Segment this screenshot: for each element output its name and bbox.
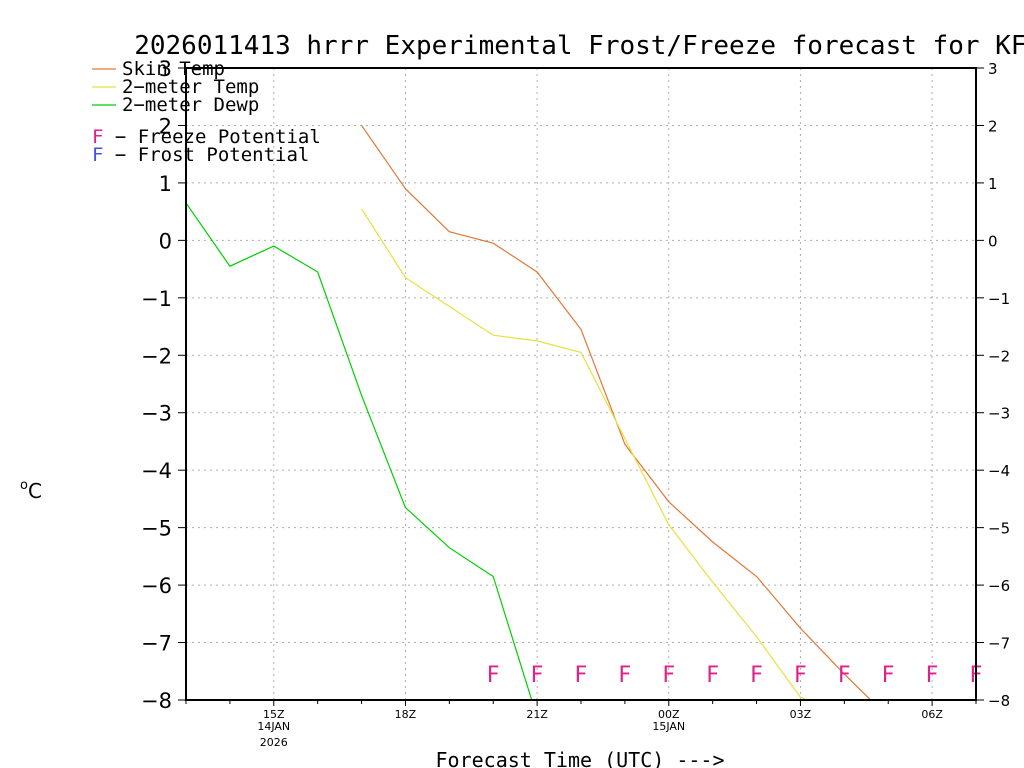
y-tick-label-right: −2 [988, 347, 1010, 365]
legend-letter-label: − Freeze Potential [103, 126, 320, 148]
freeze-marker: F [882, 663, 895, 688]
legend-letter-label: − Frost Potential [103, 144, 309, 166]
freeze-marker: F [838, 663, 851, 688]
degree-sign: o [20, 478, 28, 493]
y-axis-left: −8 −7 −6 −5 −4 −3 −2 −1 0 1 2 3 [141, 57, 186, 713]
freeze-marker: F [750, 663, 763, 688]
x-tick-label: 03Z [790, 708, 812, 721]
unit-letter: C [28, 479, 42, 503]
y-tick-label-right: 0 [988, 232, 998, 250]
freeze-marker: F [487, 663, 500, 688]
legend-letter-entry: F − Freeze Potential [92, 126, 321, 148]
y-tick-label-right: −8 [988, 692, 1010, 710]
legend-letter: F [92, 126, 103, 148]
legend-letter: F [92, 144, 103, 166]
y-axis-right: −8 −7 −6 −5 −4 −3 −2 −1 0 1 2 3 [976, 60, 1010, 710]
y-tick-label-left: 0 [159, 229, 172, 253]
y-tick-label-left: −4 [141, 459, 172, 483]
chart-title: 2026011413 hrrr Experimental Frost/Freez… [134, 31, 1024, 61]
freeze-marker: F [794, 663, 807, 688]
legend-label: 2−meter Temp [122, 76, 259, 98]
y-tick-label-right: 2 [988, 117, 998, 135]
x-tick-label: 15Z [263, 708, 285, 721]
y-tick-label-right: −7 [988, 635, 1010, 653]
y-tick-label-left: −2 [141, 344, 172, 368]
y-tick-label-right: 1 [988, 175, 998, 193]
x-tick-date: 14JAN [257, 720, 290, 733]
x-axis-label: Forecast Time (UTC) ---> [436, 748, 725, 768]
series-line-2-meter-temp [361, 208, 809, 700]
y-tick-label-left: 2 [159, 114, 172, 138]
legend-label: Skin Temp [122, 58, 225, 80]
freeze-marker: F [575, 663, 588, 688]
freeze-marker: F [662, 663, 675, 688]
series-line-skin-temp [361, 125, 872, 700]
y-tick-label-left: −6 [141, 574, 172, 598]
series-line-2-meter-dewp [186, 202, 533, 700]
y-tick-label-left: 1 [159, 172, 172, 196]
y-axis-unit: oC [20, 478, 42, 503]
freeze-marker: F [619, 663, 632, 688]
y-tick-label-left: −3 [141, 402, 172, 426]
y-tick-label-right: 3 [988, 60, 998, 78]
y-tick-label-right: −1 [988, 290, 1010, 308]
y-tick-label-right: −6 [988, 577, 1010, 595]
y-tick-label-left: 3 [159, 57, 172, 81]
y-tick-label-right: −5 [988, 520, 1010, 538]
y-tick-label-left: −5 [141, 517, 172, 541]
x-tick-label: 00Z [658, 708, 680, 721]
y-tick-label-right: −3 [988, 405, 1010, 423]
x-tick-label: 18Z [395, 708, 417, 721]
y-tick-label-left: −8 [141, 689, 172, 713]
freeze-marker: F [926, 663, 939, 688]
series-lines [186, 125, 872, 700]
legend-label: 2−meter Dewp [122, 94, 259, 116]
freeze-marker: F [531, 663, 544, 688]
x-tick-label: 06Z [921, 708, 943, 721]
legend-letter-entry: F − Frost Potential [92, 144, 309, 166]
freeze-marker: F [706, 663, 719, 688]
y-tick-label-left: −7 [141, 632, 172, 656]
x-tick-date: 15JAN [652, 720, 685, 733]
y-tick-label-right: −4 [988, 462, 1010, 480]
x-tick-year: 2026 [260, 736, 288, 749]
y-tick-label-left: −1 [141, 287, 172, 311]
x-tick-label: 21Z [526, 708, 548, 721]
